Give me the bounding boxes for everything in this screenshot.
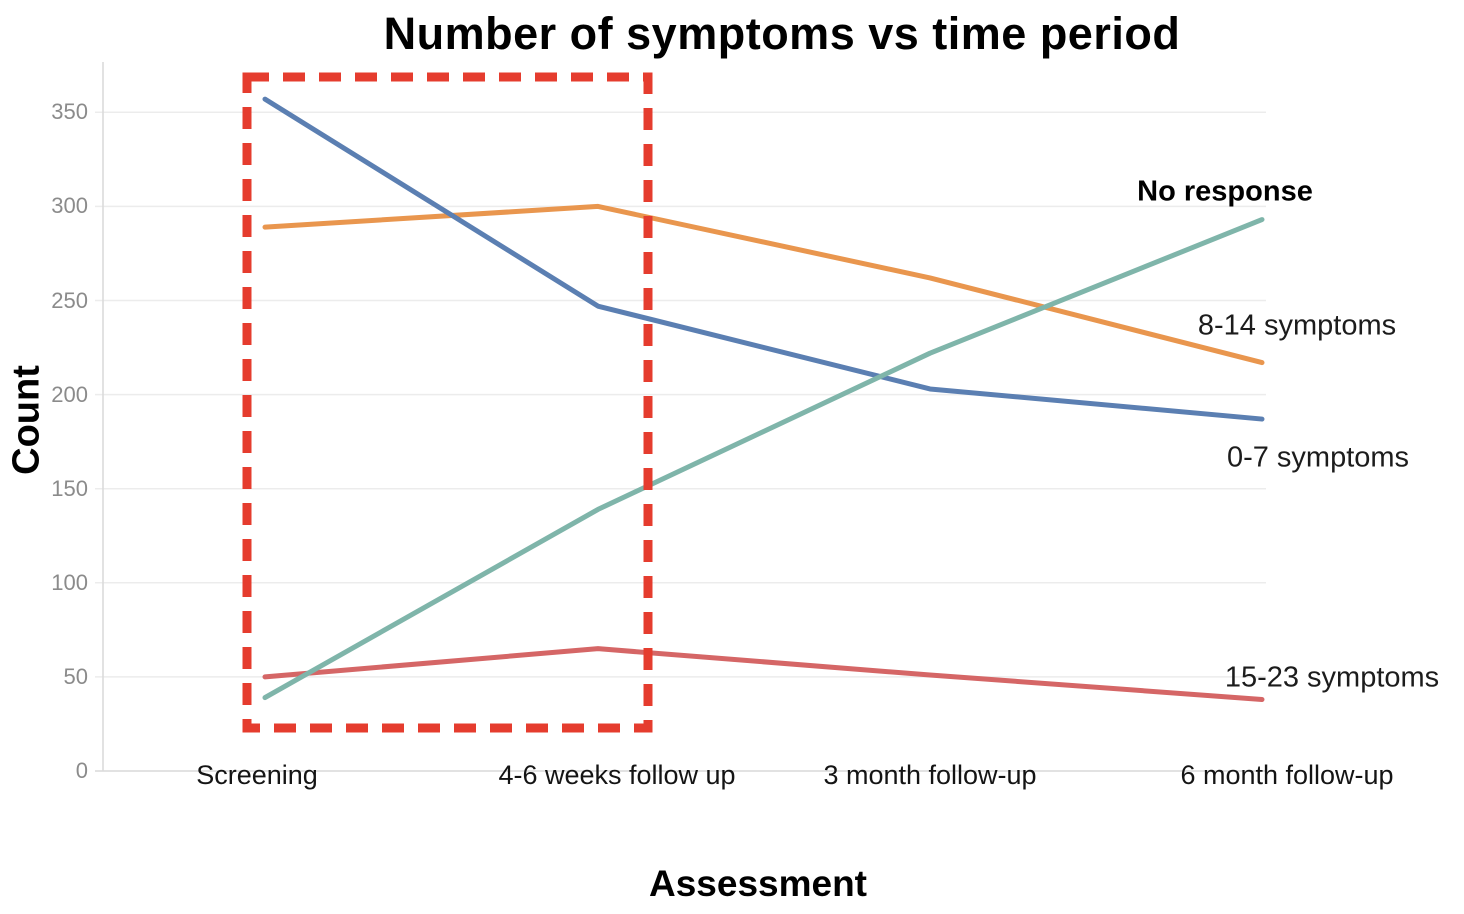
series-line-no-response bbox=[262, 217, 1265, 701]
x-tick-label-3: 3 month follow-up bbox=[823, 760, 1037, 790]
x-tick-label-4: 6 month follow-up bbox=[1180, 760, 1394, 790]
y-tick-label-100: 100 bbox=[51, 569, 88, 595]
y-tick-label-150: 150 bbox=[51, 475, 88, 501]
series-line-8-14-symptoms bbox=[262, 203, 1265, 366]
y-tick-label-250: 250 bbox=[51, 287, 88, 313]
highlight-dashed-rectangle bbox=[242, 72, 653, 733]
series-label-0-7-symptoms: 0-7 symptoms bbox=[1226, 441, 1410, 474]
series-line-15-23-symptoms bbox=[262, 646, 1265, 702]
chart-title: Number of symptoms vs time period bbox=[383, 8, 1181, 59]
series-line-0-7-symptoms bbox=[262, 96, 1265, 422]
series-label-no-response: No response bbox=[1137, 175, 1313, 208]
y-tick-label-200: 200 bbox=[51, 381, 88, 407]
x-tick-label-1: Screening bbox=[196, 760, 318, 790]
series-label-8-14-symptoms: 8-14 symptoms bbox=[1197, 309, 1397, 342]
y-tick-label-0: 0 bbox=[75, 758, 88, 783]
series-label-15-23-symptoms: 15-23 symptoms bbox=[1224, 661, 1440, 694]
x-tick-label-2: 4-6 weeks follow up bbox=[498, 760, 736, 790]
y-tick-label-300: 300 bbox=[51, 193, 88, 219]
y-tick-label-350: 350 bbox=[51, 99, 88, 125]
x-axis-title: Assessment bbox=[648, 863, 868, 904]
y-tick-label-50: 50 bbox=[63, 663, 88, 689]
